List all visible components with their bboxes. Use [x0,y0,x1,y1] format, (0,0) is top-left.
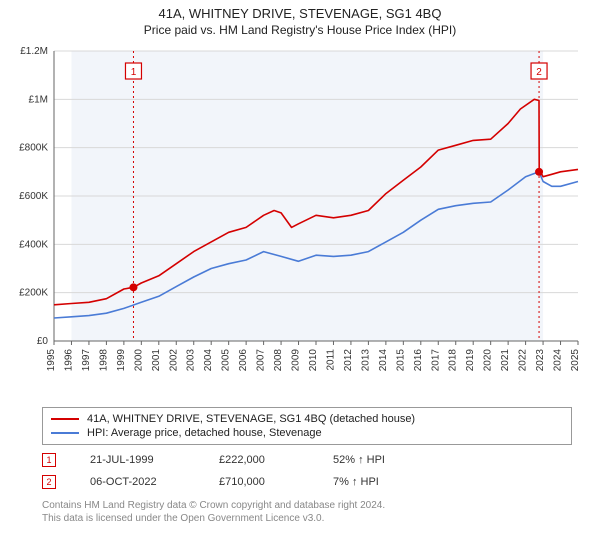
svg-text:2015: 2015 [395,349,406,372]
svg-text:£1M: £1M [29,94,48,105]
chart-subtitle: Price paid vs. HM Land Registry's House … [0,21,600,41]
chart-plot: £0 £200K £400K £600K £800K £1M £1.2M 1995 1996 19… [10,41,590,401]
svg-text:2016: 2016 [413,349,424,372]
svg-text:2000: 2000 [133,349,144,372]
svg-text:£600K: £600K [19,191,48,202]
svg-text:2011: 2011 [325,349,336,371]
svg-text:2006: 2006 [238,349,249,372]
svg-text:1998: 1998 [98,349,109,372]
sale-delta: 52% ↑ HPI [333,454,385,466]
svg-text:2025: 2025 [570,349,581,372]
svg-text:2022: 2022 [518,349,529,372]
footer-line1: Contains HM Land Registry data © Crown c… [42,499,572,512]
legend: 41A, WHITNEY DRIVE, STEVENAGE, SG1 4BQ (… [42,407,572,445]
sale-row: 2 06-OCT-2022 £710,000 7% ↑ HPI [42,471,572,493]
svg-text:2014: 2014 [378,349,389,372]
chart-title: 41A, WHITNEY DRIVE, STEVENAGE, SG1 4BQ [0,0,600,21]
svg-text:1995: 1995 [46,349,57,372]
svg-text:2001: 2001 [151,349,162,372]
svg-text:2007: 2007 [256,349,267,372]
sale-price: £222,000 [219,454,299,466]
svg-text:1996: 1996 [63,349,74,372]
svg-text:2013: 2013 [360,349,371,372]
svg-text:£1.2M: £1.2M [20,46,48,57]
svg-text:1999: 1999 [116,349,127,372]
sale-row: 1 21-JUL-1999 £222,000 52% ↑ HPI [42,449,572,471]
svg-text:2021: 2021 [500,349,511,372]
svg-text:2: 2 [536,67,542,78]
legend-swatch [51,418,79,420]
svg-text:2012: 2012 [343,349,354,372]
sale-price: £710,000 [219,476,299,488]
svg-text:2010: 2010 [308,349,319,372]
svg-text:£200K: £200K [19,288,48,299]
svg-text:2002: 2002 [168,349,179,372]
sales-table: 1 21-JUL-1999 £222,000 52% ↑ HPI 2 06-OCT-202… [42,449,572,493]
footer-line2: This data is licensed under the Open Gov… [42,512,572,525]
svg-text:1: 1 [131,67,137,78]
chart-container: 41A, WHITNEY DRIVE, STEVENAGE, SG1 4BQ P… [0,0,600,560]
svg-text:2023: 2023 [535,349,546,372]
svg-text:£0: £0 [37,336,49,347]
legend-label: HPI: Average price, detached house, Stev… [87,427,322,439]
sale-delta: 7% ↑ HPI [333,476,379,488]
svg-text:2009: 2009 [291,349,302,372]
svg-text:2008: 2008 [273,349,284,372]
svg-text:2017: 2017 [430,349,441,372]
legend-item: HPI: Average price, detached house, Stev… [51,426,563,440]
svg-text:2020: 2020 [483,349,494,372]
svg-text:2003: 2003 [186,349,197,372]
svg-text:1997: 1997 [81,349,92,372]
sale-date: 06-OCT-2022 [90,476,185,488]
legend-item: 41A, WHITNEY DRIVE, STEVENAGE, SG1 4BQ (… [51,412,563,426]
sale-date: 21-JUL-1999 [90,454,185,466]
chart-svg: £0 £200K £400K £600K £800K £1M £1.2M 1995 1996 19… [10,41,590,401]
svg-text:£400K: £400K [19,239,48,250]
svg-text:2018: 2018 [448,349,459,372]
sale-marker-icon: 2 [42,475,56,489]
legend-label: 41A, WHITNEY DRIVE, STEVENAGE, SG1 4BQ (… [87,413,415,425]
legend-swatch [51,432,79,434]
svg-text:£800K: £800K [19,143,48,154]
svg-text:2004: 2004 [203,349,214,372]
sale-marker-icon: 1 [42,453,56,467]
svg-text:2005: 2005 [221,349,232,372]
svg-text:2019: 2019 [465,349,476,372]
svg-text:2024: 2024 [553,349,564,372]
footer: Contains HM Land Registry data © Crown c… [42,499,572,525]
